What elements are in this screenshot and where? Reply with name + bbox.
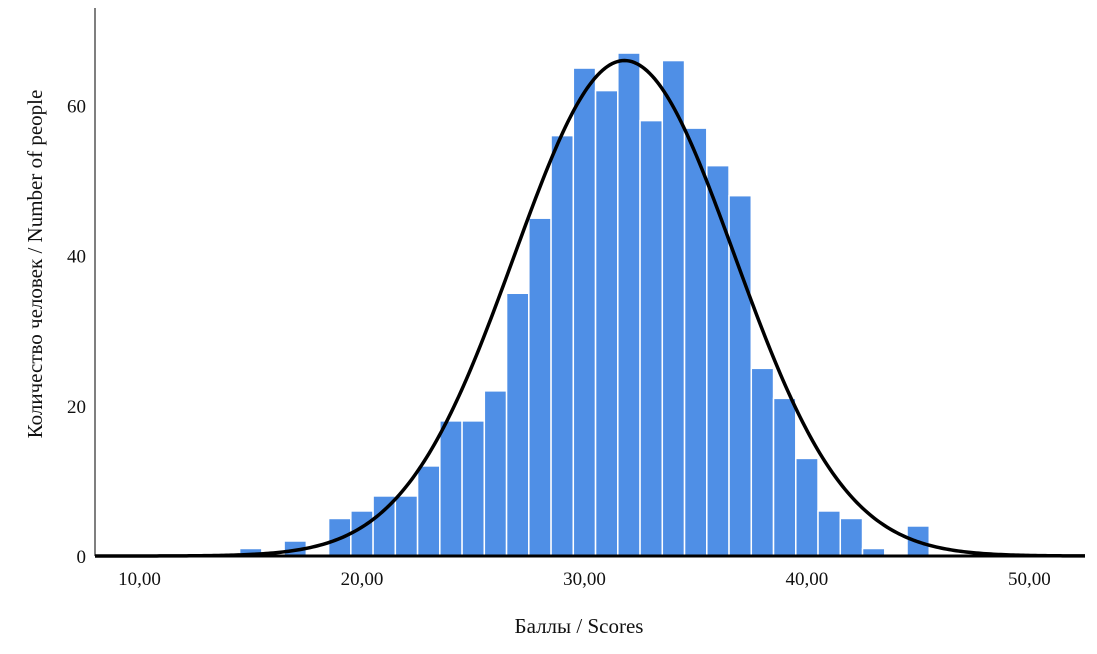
histogram-bar xyxy=(795,457,819,557)
histogram-bar xyxy=(394,495,419,557)
histogram-bar xyxy=(528,217,552,557)
histogram-bar xyxy=(505,292,530,557)
histogram-bar xyxy=(572,67,597,557)
x-tick-label: 20,00 xyxy=(341,569,384,590)
normal-distribution-curve xyxy=(94,58,1086,558)
histogram-bar xyxy=(594,89,619,557)
histogram-bar xyxy=(706,164,730,557)
x-tick-label: 40,00 xyxy=(786,569,829,590)
histogram-bar xyxy=(550,134,575,557)
histogram-bar xyxy=(639,119,664,557)
y-tick-label: 20 xyxy=(67,397,86,418)
x-axis-ticks: 10,00 20,00 30,00 40,00 50,00 xyxy=(118,569,1051,590)
y-tick-label: 40 xyxy=(67,247,86,268)
x-tick-label: 50,00 xyxy=(1008,569,1051,590)
x-axis-label: Баллы / Scores xyxy=(515,614,644,638)
histogram-bar xyxy=(439,420,463,557)
histogram-bar xyxy=(683,127,708,557)
y-tick-label: 0 xyxy=(77,547,87,568)
histogram-bars xyxy=(238,52,931,557)
histogram-bar xyxy=(817,510,842,557)
histogram-bar xyxy=(750,367,775,557)
histogram-bar xyxy=(617,52,641,557)
histogram-bar xyxy=(483,390,508,557)
y-axis-ticks: 0 20 40 60 xyxy=(67,97,86,568)
histogram-bar xyxy=(839,517,864,557)
y-axis-label: Количество человек / Number of people xyxy=(23,90,47,439)
y-tick-label: 60 xyxy=(67,97,86,118)
histogram-bar xyxy=(461,420,486,557)
x-tick-label: 30,00 xyxy=(563,569,606,590)
histogram-bar xyxy=(772,397,797,557)
x-tick-label: 10,00 xyxy=(118,569,161,590)
histogram-bar xyxy=(416,465,441,557)
histogram-bar xyxy=(661,59,686,557)
